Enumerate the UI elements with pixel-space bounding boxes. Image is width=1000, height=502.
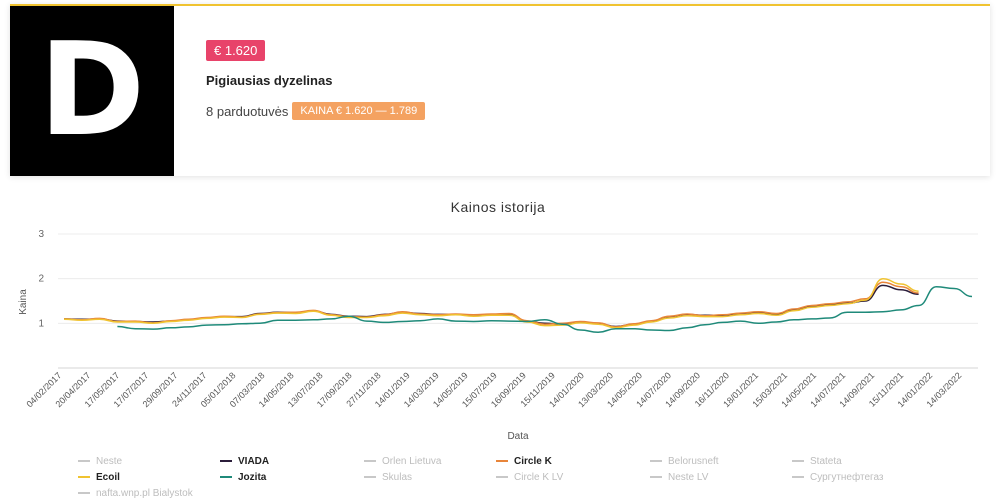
y-axis-ticks: 1 2 3	[38, 229, 44, 329]
legend-item-nafta-wnp-pl-bialystok[interactable]: nafta.wnp.pl Bialystok	[78, 488, 194, 499]
x-axis-ticks: 04/02/201720/04/201717/05/201717/07/2017…	[24, 370, 963, 409]
legend: Neste VIADA Orlen Lietuva Circle K Belorusne…	[78, 456, 884, 499]
station-card: D € 1.620 Pigiausias dyzelinas 8 parduot…	[10, 4, 990, 176]
legend-label: Circle K LV	[514, 472, 564, 483]
price-range-badge: KAINA € 1.620 — 1.789	[292, 102, 426, 120]
price-history-chart: Kainos istorija 1 2 3 Kaina 04/02/201720/0…	[18, 199, 978, 499]
legend-item-viada[interactable]: VIADA	[220, 456, 269, 467]
legend-label: Сургутнефтегаз	[810, 471, 884, 483]
series-line-ecoil[interactable]	[63, 277, 919, 329]
stores-count[interactable]: 8 parduotuvės	[206, 103, 289, 119]
y-tick-label: 2	[38, 274, 44, 285]
legend-item-neste[interactable]: Neste	[78, 456, 123, 467]
series-line-circle-k[interactable]	[63, 281, 919, 328]
legend-label: Circle K	[514, 456, 553, 467]
legend-label: Jozita	[238, 472, 267, 483]
stores-line: 8 parduotuvės KAINA € 1.620 — 1.789	[206, 102, 426, 120]
legend-label: Neste LV	[668, 472, 709, 483]
station-logo: D	[10, 6, 174, 176]
y-tick-label: 1	[38, 318, 44, 329]
y-tick-label: 3	[38, 229, 44, 240]
series-lines	[63, 277, 973, 334]
logo-letter: D	[38, 16, 146, 165]
legend-item-ecoil[interactable]: Ecoil	[78, 472, 120, 483]
legend-item-jozita[interactable]: Jozita	[220, 472, 267, 483]
legend-item-сургутнефтегаз[interactable]: Сургутнефтегаз	[792, 471, 884, 483]
legend-item-circle-k[interactable]: Circle K	[496, 456, 553, 467]
legend-item-orlen-lietuva[interactable]: Orlen Lietuva	[364, 456, 442, 467]
legend-label: Stateta	[810, 456, 842, 467]
legend-label: Ecoil	[96, 472, 120, 483]
legend-label: nafta.wnp.pl Bialystok	[96, 488, 194, 499]
y-axis-label: Kaina	[18, 289, 29, 315]
legend-item-neste-lv[interactable]: Neste LV	[650, 472, 709, 483]
legend-item-belorusneft[interactable]: Belorusneft	[650, 456, 719, 467]
legend-label: VIADA	[238, 456, 269, 467]
legend-item-circle-k-lv[interactable]: Circle K LV	[496, 472, 564, 483]
legend-label: Skulas	[382, 472, 412, 483]
series-line-jozita[interactable]	[117, 285, 973, 334]
legend-label: Orlen Lietuva	[382, 456, 442, 467]
station-info: € 1.620 Pigiausias dyzelinas 8 parduotuv…	[206, 40, 426, 120]
x-axis-label: Data	[507, 431, 529, 442]
product-name: Pigiausias dyzelinas	[206, 73, 333, 88]
legend-item-skulas[interactable]: Skulas	[364, 472, 412, 483]
price-badge: € 1.620	[206, 40, 266, 61]
legend-label: Belorusneft	[668, 456, 719, 467]
chart-title: Kainos istorija	[451, 199, 546, 215]
grid	[58, 233, 978, 369]
legend-label: Neste	[96, 456, 123, 467]
legend-item-stateta[interactable]: Stateta	[792, 456, 842, 467]
